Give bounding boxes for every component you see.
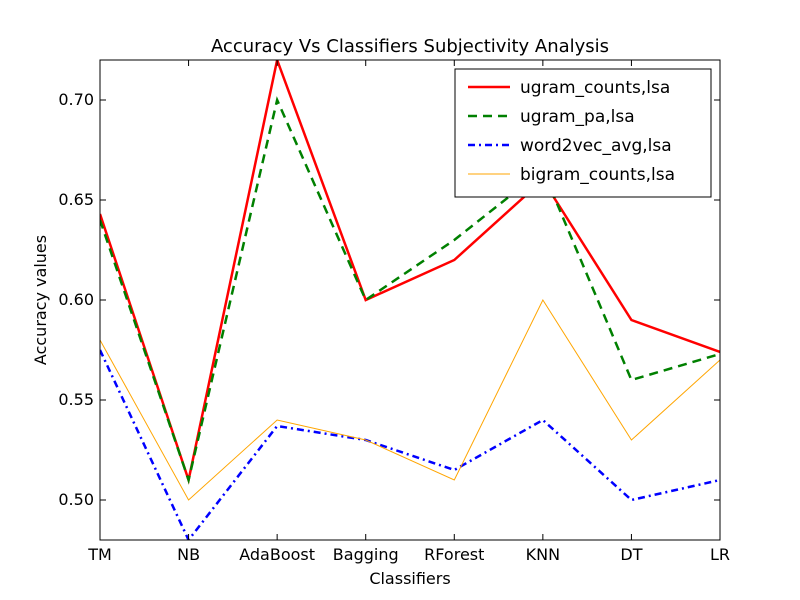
legend-label-3: word2vec_avg,lsa	[520, 136, 672, 156]
x-tick-label: TM	[87, 545, 112, 564]
y-tick-label: 0.60	[58, 290, 94, 309]
y-tick-label: 0.65	[58, 190, 94, 209]
y-axis-label: Accuracy values	[31, 235, 50, 365]
x-tick-label: RForest	[424, 545, 484, 564]
x-tick-label: NB	[177, 545, 200, 564]
legend-box	[454, 68, 712, 198]
x-axis-label: Classifiers	[369, 569, 450, 588]
y-tick-label: 0.50	[58, 490, 94, 509]
series-layer	[100, 60, 720, 540]
y-tick-label: 0.55	[58, 390, 94, 409]
chart-title: Accuracy Vs Classifiers Subjectivity Ana…	[211, 36, 609, 57]
y-axis-ticks: 0.50 0.55 0.60 0.65 0.70	[58, 90, 720, 509]
x-tick-label: KNN	[526, 545, 560, 564]
series-line-3	[100, 349, 720, 540]
legend-label-4: bigram_counts,lsa	[520, 165, 675, 185]
legend-label-2: ugram_pa,lsa	[520, 107, 635, 127]
x-tick-label: AdaBoost	[239, 545, 315, 564]
x-tick-label: Bagging	[333, 545, 399, 564]
x-axis-ticks: TM NB AdaBoost Bagging RForest KNN DT LR	[87, 60, 730, 564]
x-tick-label: LR	[710, 545, 730, 564]
series-line-1	[100, 60, 720, 485]
series-line-2	[100, 96, 720, 485]
series-line-4	[100, 298, 720, 501]
y-tick-label: 0.70	[58, 90, 94, 109]
legend-label-1: ugram_counts,lsa	[520, 78, 670, 98]
legend: ugram_counts,lsa ugram_pa,lsa word2vec_avg…	[454, 68, 712, 198]
x-tick-label: DT	[620, 545, 642, 564]
